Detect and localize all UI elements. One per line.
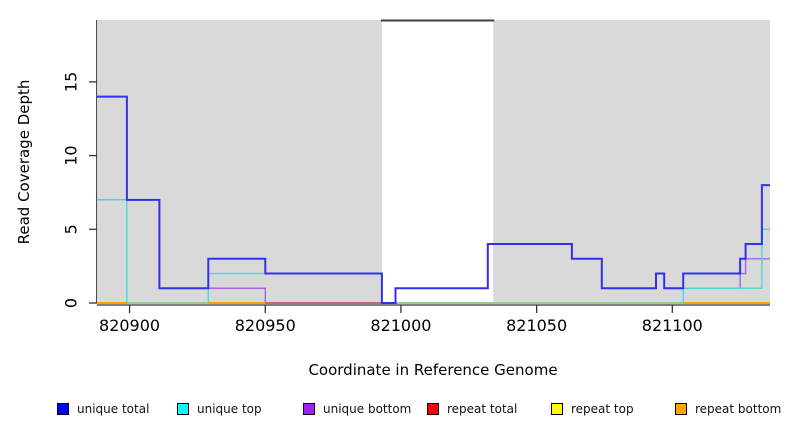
shaded-region (97, 20, 382, 304)
legend-label: unique bottom (323, 402, 412, 416)
legend-swatch (57, 403, 69, 415)
x-tick-label: 820950 (235, 316, 296, 335)
legend-item-unique-bottom: unique bottom (303, 401, 411, 417)
y-tick-label: 15 (62, 72, 81, 92)
legend-label: unique top (197, 402, 262, 416)
y-tick-label: 10 (62, 145, 81, 165)
legend-item-repeat-bottom: repeat bottom (675, 401, 781, 417)
series-line-unique-total (97, 95, 770, 304)
y-tick-label: 0 (62, 298, 81, 308)
legend-label: repeat bottom (695, 402, 782, 416)
x-axis-title: Coordinate in Reference Genome (308, 361, 558, 379)
legend-swatch (551, 403, 563, 415)
legend-item-repeat-total: repeat total (427, 401, 517, 417)
legend-swatch (427, 403, 439, 415)
legend-swatch (675, 403, 687, 415)
x-tick-label: 820900 (99, 316, 160, 335)
x-tick-label: 821100 (642, 316, 703, 335)
legend: unique total unique top unique bottom repea… (0, 401, 792, 423)
legend-label: repeat top (571, 402, 634, 416)
legend-item-repeat-top: repeat top (551, 401, 634, 417)
x-tick-label: 821000 (370, 316, 431, 335)
legend-item-unique-top: unique top (177, 401, 262, 417)
x-tick-label: 821050 (506, 316, 567, 335)
legend-swatch (303, 403, 315, 415)
legend-label: repeat total (447, 402, 518, 416)
legend-label: unique total (77, 402, 150, 416)
shaded-region (493, 20, 770, 304)
legend-item-unique-total: unique total (57, 401, 149, 417)
y-axis-title: Read Coverage Depth (15, 79, 33, 245)
legend-swatch (177, 403, 189, 415)
y-tick-label: 5 (62, 224, 81, 234)
